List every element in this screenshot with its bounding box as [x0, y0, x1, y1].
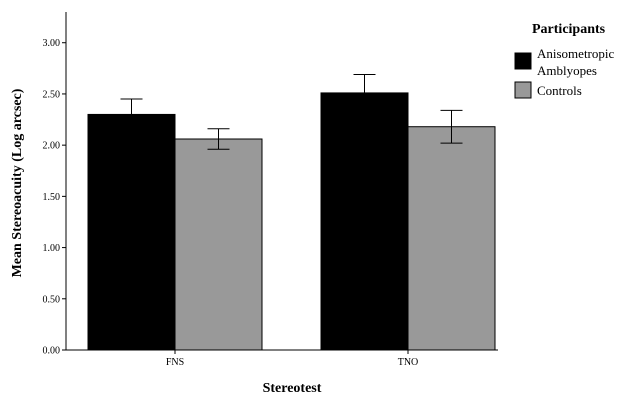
y-tick-label-2.50: 2.50: [43, 89, 61, 100]
y-tick-label-2.00: 2.00: [43, 141, 61, 152]
y-tick-label-0.00: 0.00: [43, 346, 61, 357]
legend-swatch-amblyopes: [514, 52, 532, 70]
bar-tno-amblyopes: [320, 92, 409, 351]
bar-fns-amblyopes: [87, 113, 176, 351]
legend-label-controls: Controls: [537, 83, 582, 98]
plot-area: [87, 73, 496, 351]
bar-tno-controls: [407, 126, 496, 351]
legend-label-amblyopes-line2: Amblyopes: [537, 63, 597, 78]
y-tick-label-1.00: 1.00: [43, 243, 61, 254]
y-tick-label-3.00: 3.00: [43, 38, 61, 49]
legend-title: Participants: [532, 22, 606, 37]
x-tick-label-fns: FNS: [166, 357, 184, 368]
error-bar-fns-controls: [207, 128, 230, 150]
error-bar-tno-amblyopes: [353, 73, 376, 113]
error-bar-fns-amblyopes: [120, 98, 143, 131]
bar-fns-controls: [174, 138, 263, 351]
y-tick-label-1.50: 1.50: [43, 192, 61, 203]
error-bar-tno-controls: [440, 109, 463, 144]
y-axis-title: Mean Stereoacuity (Log arcsec): [10, 88, 25, 277]
legend: Participants Anisometropic Amblyopes Con…: [514, 22, 614, 99]
legend-swatch-controls: [514, 81, 532, 99]
x-tick-label-tno: TNO: [398, 357, 419, 368]
x-axis-title: Stereotest: [263, 381, 322, 396]
y-tick-label-0.50: 0.50: [43, 294, 61, 305]
legend-label-amblyopes-line1: Anisometropic: [537, 46, 614, 61]
axes: FNS TNO 0.00 0.50 1.00 1.50 2.00 2.50 3.00: [43, 12, 498, 368]
